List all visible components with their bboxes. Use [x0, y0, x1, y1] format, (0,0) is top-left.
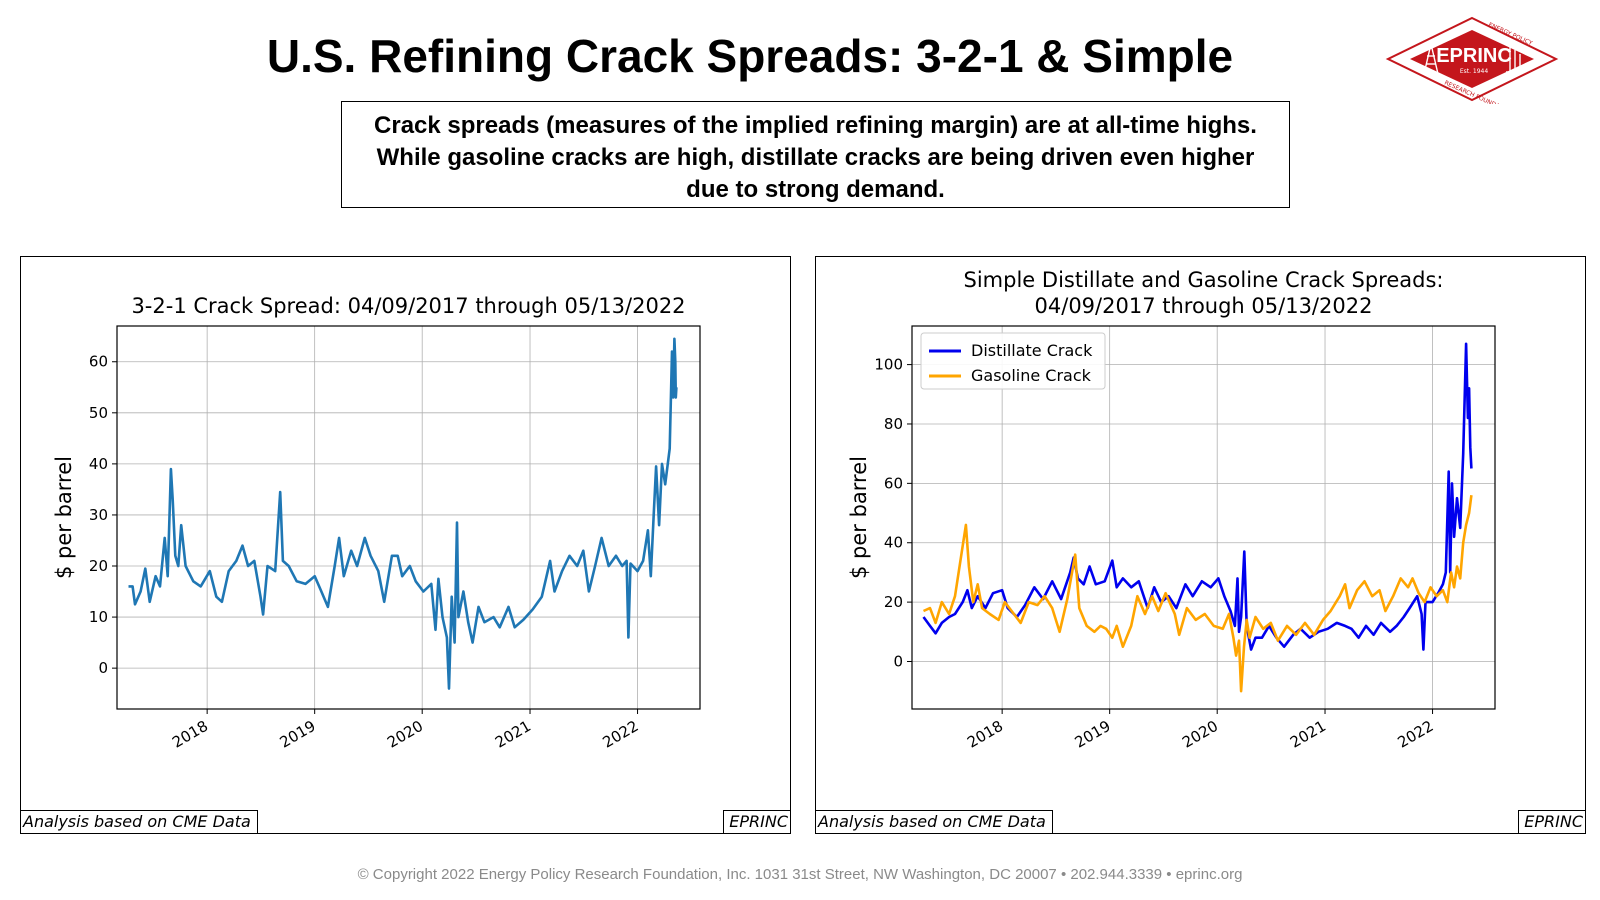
series-line-0	[128, 337, 678, 690]
chart-panel-simple: Simple Distillate and Gasoline Crack Spr…	[815, 256, 1586, 834]
logo-diamond-fill	[1410, 30, 1534, 88]
chart-panel-321: 3-2-1 Crack Spread: 04/09/2017 through 0…	[20, 256, 791, 834]
y-tick-label: 60	[884, 474, 903, 492]
x-tick-label: 2019	[1072, 717, 1114, 752]
x-tick-label: 2019	[277, 717, 319, 752]
logo-name: EPRINC	[1436, 45, 1512, 67]
brand-note: EPRINC	[1518, 810, 1585, 833]
y-tick-label: 80	[884, 415, 903, 433]
x-tick-label: 2022	[1394, 717, 1436, 752]
x-tick-label: 2020	[1179, 717, 1221, 752]
plot-frame	[911, 325, 1496, 710]
legend-label: Gasoline Crack	[971, 366, 1092, 385]
simple-crack-spread-chart: Simple Distillate and Gasoline Crack Spr…	[847, 268, 1496, 752]
y-tick-label: 10	[89, 608, 108, 626]
brand-note: EPRINC	[723, 810, 790, 833]
y-tick-label: 0	[98, 659, 108, 677]
logo-diamond	[1385, 16, 1559, 102]
y-tick-label: 20	[884, 593, 903, 611]
series-line-gasoline-crack	[922, 495, 1473, 693]
y-tick-label: 30	[89, 506, 108, 524]
y-tick-label: 100	[874, 356, 903, 374]
chart-title: Simple Distillate and Gasoline Crack Spr…	[964, 268, 1444, 318]
page-title: U.S. Refining Crack Spreads: 3-2-1 & Sim…	[266, 30, 1234, 82]
x-tick-label: 2018	[964, 717, 1006, 752]
x-tick-label: 2022	[599, 717, 641, 752]
legend-box	[920, 332, 1106, 390]
y-tick-label: 20	[89, 557, 108, 575]
legend-label: Distillate Crack	[971, 341, 1093, 360]
y-tick-label: 0	[893, 652, 903, 670]
y-axis-label: $ per barrel	[52, 456, 76, 579]
summary-box: Crack spreads (measures of the implied r…	[341, 101, 1290, 208]
plot-frame	[116, 325, 701, 710]
x-tick-label: 2020	[384, 717, 426, 752]
x-tick-label: 2021	[1287, 717, 1329, 752]
refinery-icon	[1506, 46, 1524, 73]
derrick-icon	[1423, 43, 1439, 75]
y-axis-label: $ per barrel	[847, 456, 871, 579]
source-note: Analysis based on CME Data	[816, 810, 1053, 833]
crack-spread-321-chart: 3-2-1 Crack Spread: 04/09/2017 through 0…	[52, 294, 701, 752]
y-tick-label: 50	[89, 404, 108, 422]
x-tick-label: 2021	[492, 717, 534, 752]
source-note: Analysis based on CME Data	[21, 810, 258, 833]
eprinc-logo: ENERGY POLICY RESEARCH FOUNDATION INC. E…	[1385, 16, 1559, 104]
copyright-footer: © Copyright 2022 Energy Policy Research …	[357, 866, 1243, 883]
y-tick-label: 60	[89, 353, 108, 371]
y-tick-label: 40	[89, 455, 108, 473]
y-tick-label: 40	[884, 534, 903, 552]
x-tick-label: 2018	[169, 717, 211, 752]
logo-established: Est. 1944	[1460, 68, 1489, 75]
series-line-distillate-crack	[922, 342, 1473, 651]
chart-title: 3-2-1 Crack Spread: 04/09/2017 through 0…	[131, 294, 685, 318]
